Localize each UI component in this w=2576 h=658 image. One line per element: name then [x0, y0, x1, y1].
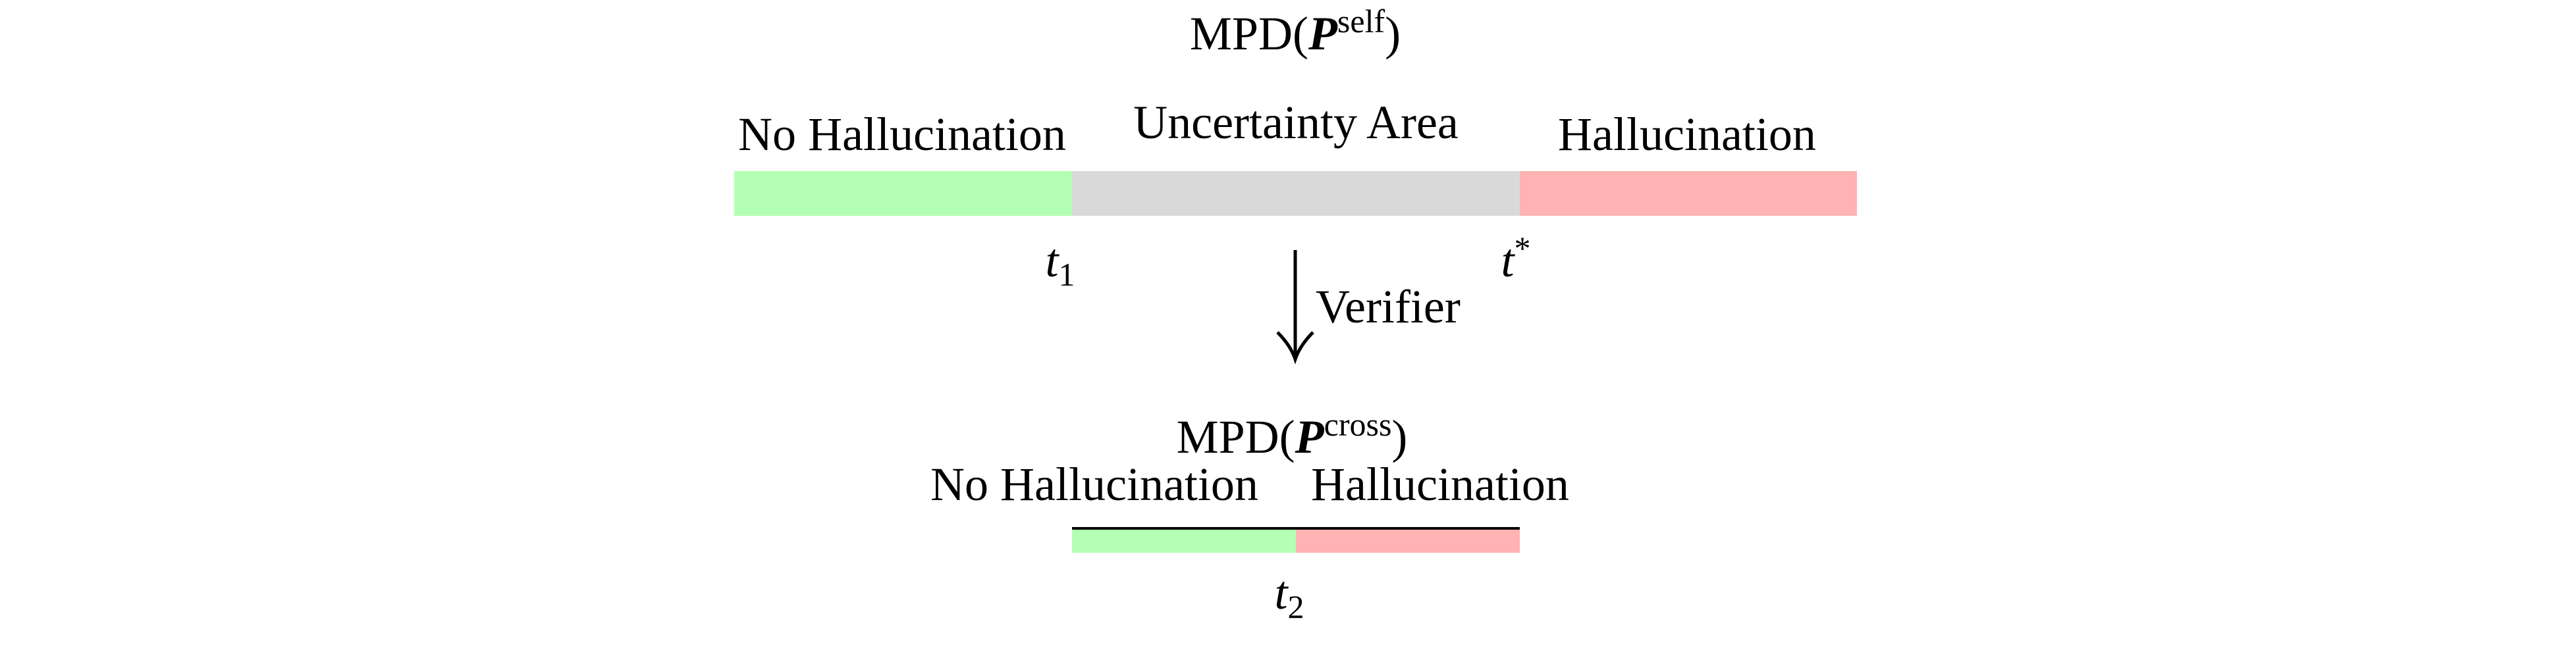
label-hallucination: Hallucination: [1558, 108, 1816, 161]
title-prefix: MPD(: [1190, 7, 1308, 60]
bottom-label-hallucination: Hallucination: [1311, 458, 1569, 511]
bar-gray: [1072, 171, 1520, 216]
arrow-label: Verifier: [1316, 280, 1461, 333]
threshold-t2: t2: [1274, 567, 1304, 625]
arrow-head: [1276, 331, 1314, 365]
bottom-label-no-hallucination: No Hallucination: [930, 458, 1258, 511]
title-symbol: P: [1308, 7, 1338, 60]
title-superscript: cross: [1324, 406, 1392, 443]
bottom-bar-green: [1072, 529, 1296, 553]
t1-subscript: 1: [1059, 256, 1075, 293]
bottom-title: MPD(Pcross): [1177, 406, 1408, 463]
tstar-superscript: *: [1515, 230, 1531, 266]
t2-symbol: t: [1274, 567, 1289, 619]
title-superscript: self: [1337, 3, 1385, 39]
bottom-bar-red: [1296, 529, 1520, 553]
title-suffix: ): [1385, 7, 1401, 60]
bar-red: [1520, 171, 1857, 216]
t1-symbol: t: [1045, 234, 1060, 287]
title-symbol: P: [1295, 411, 1325, 463]
title-suffix: ): [1391, 411, 1407, 463]
title-prefix: MPD(: [1177, 411, 1295, 463]
tstar-symbol: t: [1501, 234, 1515, 287]
threshold-t1: t1: [1045, 234, 1075, 293]
threshold-tstar: t*: [1501, 230, 1530, 287]
label-no-hallucination: No Hallucination: [738, 108, 1066, 161]
top-title: MPD(Pself): [1190, 3, 1401, 60]
label-uncertainty: Uncertainty Area: [1133, 96, 1459, 149]
bar-green: [734, 171, 1072, 216]
t2-subscript: 2: [1288, 588, 1304, 625]
